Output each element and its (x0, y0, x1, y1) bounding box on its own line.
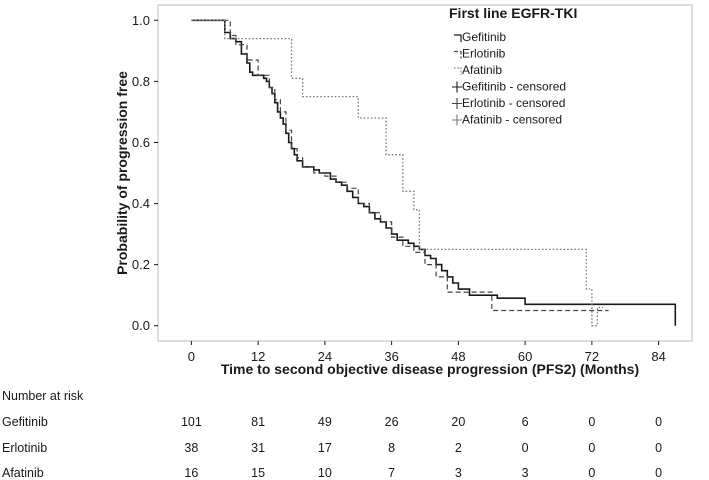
plot-frame (157, 4, 693, 342)
x-tick-label: 0 (188, 349, 195, 364)
legend-entry: Erlotinib (462, 47, 506, 61)
legend-title: First line EGFR-TKI (449, 5, 577, 21)
risk-row-label: Erlotinib (2, 441, 47, 455)
series-gefitinib-curve (191, 19, 677, 326)
x-tick-label: 48 (451, 349, 465, 364)
y-tick-label: 0.6 (132, 135, 150, 150)
legend: First line EGFR-TKI Gefitinib Erlotinib Afa… (449, 5, 577, 127)
series-afatinib-curve (191, 19, 603, 327)
risk-cell: 7 (388, 466, 395, 480)
legend-entry: Afatinib - censored (462, 113, 562, 127)
y-tick-label: 0.0 (132, 318, 150, 333)
risk-cell: 31 (251, 441, 265, 455)
risk-cell: 10 (318, 466, 332, 480)
risk-cell: 38 (184, 441, 198, 455)
risk-row-label: Afatinib (2, 466, 44, 480)
legend-line-swatch (454, 50, 462, 59)
legend-entry: Gefitinib (462, 30, 506, 44)
risk-cell: 3 (522, 466, 529, 480)
y-tick-label: 0.4 (132, 196, 150, 211)
risk-cell: 0 (655, 441, 662, 455)
risk-table-title: Number at risk (2, 389, 84, 403)
x-tick-label: 24 (318, 349, 332, 364)
x-tick-label: 60 (518, 349, 532, 364)
axes: 0.0 0.2 0.4 0.6 0.8 1.0 0 12 24 36 48 60 72 84 Time to… (114, 4, 693, 377)
risk-cell: 20 (451, 415, 465, 429)
survival-curves (191, 19, 677, 327)
legend-censor-swatch (452, 114, 462, 126)
legend-entry: Gefitinib - censored (462, 80, 566, 94)
risk-cell: 3 (455, 466, 462, 480)
risk-cell: 6 (522, 415, 529, 429)
risk-cell: 101 (181, 415, 202, 429)
x-tick-label: 36 (384, 349, 398, 364)
y-tick-label: 0.2 (132, 257, 150, 272)
risk-cell: 0 (655, 466, 662, 480)
x-tick-label: 84 (651, 349, 665, 364)
series-erlotinib-curve (191, 19, 609, 312)
legend-censor-swatch (452, 81, 462, 93)
risk-cell: 17 (318, 441, 332, 455)
y-tick-label: 1.0 (132, 13, 150, 28)
risk-cell: 0 (588, 441, 595, 455)
legend-line-swatch (454, 34, 462, 42)
risk-cell: 0 (588, 415, 595, 429)
legend-censor-swatch (452, 98, 462, 109)
x-tick-label: 72 (585, 349, 599, 364)
risk-cell: 49 (318, 415, 332, 429)
legend-entry: Afatinib (462, 63, 502, 77)
legend-line-swatch (454, 67, 462, 75)
risk-cell: 26 (385, 415, 399, 429)
risk-row-label: Gefitinib (2, 415, 48, 429)
y-axis-title: Probability of progression free (114, 71, 130, 275)
risk-cell: 0 (655, 415, 662, 429)
risk-cell: 81 (251, 415, 265, 429)
risk-cell: 8 (388, 441, 395, 455)
risk-cell: 0 (588, 466, 595, 480)
risk-cell: 15 (251, 466, 265, 480)
risk-cell: 2 (455, 441, 462, 455)
risk-cell: 16 (184, 466, 198, 480)
x-axis-title: Time to second objective disease progres… (221, 361, 639, 377)
risk-cell: 0 (522, 441, 529, 455)
y-tick-label: 0.8 (132, 74, 150, 89)
x-tick-label: 12 (251, 349, 265, 364)
legend-entry: Erlotinib - censored (462, 96, 565, 110)
